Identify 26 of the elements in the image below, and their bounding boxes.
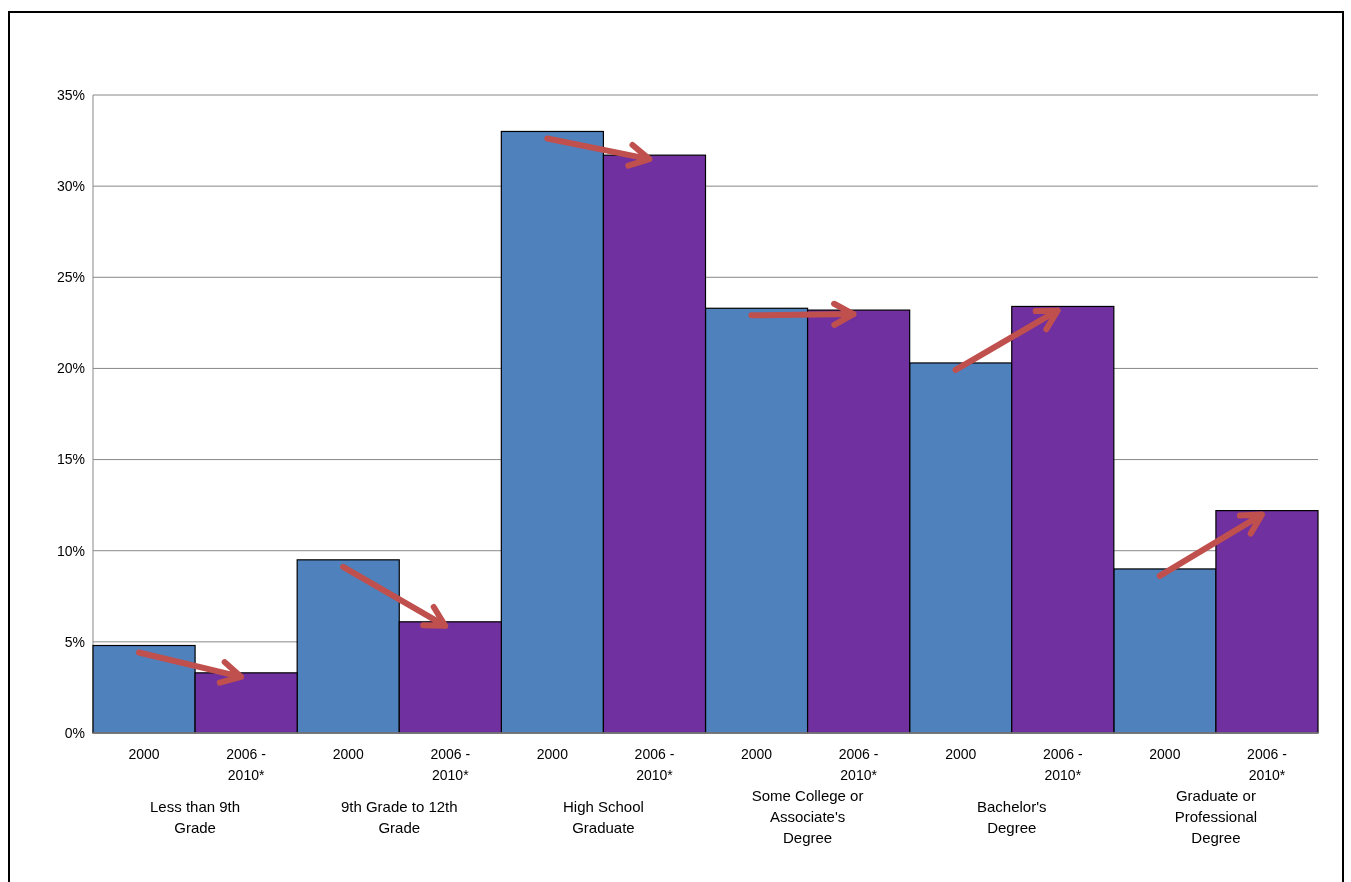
x-tick-label: High School Graduate (562, 797, 644, 836)
x-tick-label: Bachelor's Degree (976, 797, 1047, 836)
x-tick-label: Graduate or Professional Degree (1174, 787, 1258, 846)
x-tick-label: Some College or Associate's Degree (751, 787, 864, 846)
text: 2000 (536, 746, 568, 762)
series-label: 2006 - 2010* (226, 746, 267, 783)
y-tick-label: 35% (56, 86, 85, 103)
text: 2006 - 2010* (1042, 746, 1083, 783)
text: 2006 - 2010* (430, 746, 471, 783)
x-tick-label: Less than 9th Grade (150, 797, 241, 836)
text: 2000 (332, 746, 364, 762)
text: 2006 - 2010* (634, 746, 675, 783)
text: 2000 (740, 746, 773, 762)
series-label: 2000 (128, 746, 160, 762)
x-tick-label: 9th Grade to 12th Grade (340, 797, 458, 836)
y-tick-label: 5% (64, 633, 85, 650)
y-tick-label: 15% (56, 451, 85, 468)
y-tick-label: 20% (56, 360, 85, 377)
y-tick-label: 0% (64, 724, 85, 741)
text: 2000 (945, 746, 977, 762)
y-tick-label: 10% (56, 542, 85, 559)
y-tick-label: 30% (56, 178, 85, 195)
y-tick-label: 25% (56, 269, 85, 286)
text: 2006 - 2010* (838, 746, 879, 783)
text: 2000 (1149, 746, 1181, 762)
text: 2006 - 2010* (1247, 746, 1287, 783)
